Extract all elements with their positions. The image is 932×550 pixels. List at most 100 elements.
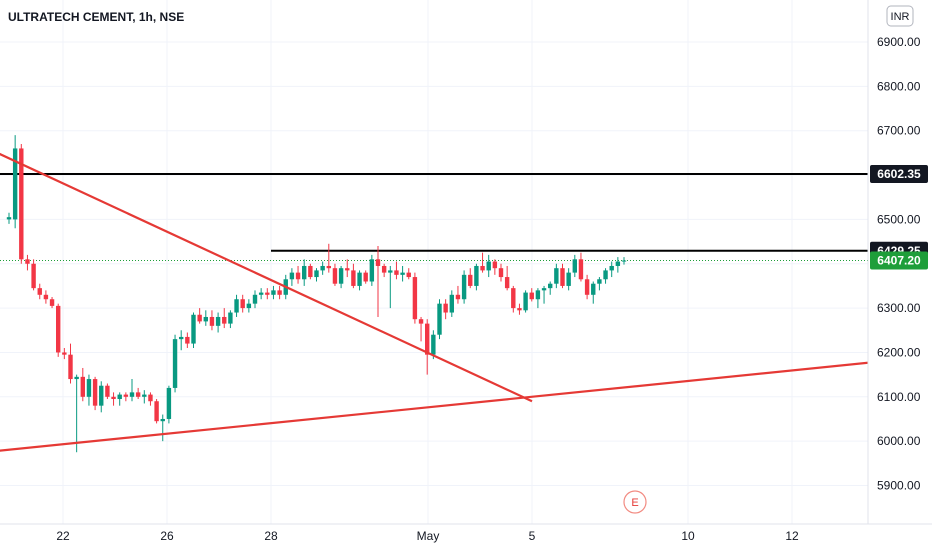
candle-body bbox=[228, 312, 233, 324]
candle-body bbox=[191, 314, 196, 344]
candle-body bbox=[295, 272, 301, 280]
price-tick-label: 6500.00 bbox=[877, 212, 921, 226]
price-tag-label: 6602.35 bbox=[877, 167, 921, 181]
candle-body bbox=[49, 299, 55, 306]
price-tick-label: 6800.00 bbox=[877, 79, 921, 93]
time-tick-label: 10 bbox=[681, 529, 695, 543]
candle-body bbox=[394, 270, 399, 275]
candle-body bbox=[523, 292, 528, 311]
candle-body bbox=[252, 294, 258, 304]
candle-body bbox=[591, 283, 596, 295]
price-tick-label: 6300.00 bbox=[877, 301, 921, 315]
candle-body bbox=[338, 268, 344, 284]
candle-body bbox=[271, 290, 276, 295]
candle-body bbox=[406, 272, 411, 278]
trendline-descending[interactable] bbox=[0, 126, 533, 403]
candle-body bbox=[388, 270, 393, 273]
candle-body bbox=[584, 279, 590, 295]
candle-body bbox=[240, 299, 245, 309]
price-tick-label: 6200.00 bbox=[877, 345, 921, 359]
time-tick-label: 5 bbox=[529, 529, 536, 543]
candle-body bbox=[621, 260, 627, 262]
trendlines[interactable] bbox=[0, 126, 932, 456]
candle-body bbox=[449, 294, 454, 313]
candle-body bbox=[86, 379, 92, 397]
candle-body bbox=[289, 272, 295, 280]
candle-body bbox=[308, 265, 313, 278]
earnings-marker[interactable]: E bbox=[623, 490, 647, 514]
candle-body bbox=[425, 323, 430, 355]
candles bbox=[6, 135, 627, 453]
currency-badge[interactable]: INR bbox=[886, 5, 914, 27]
earnings-icon[interactable] bbox=[623, 490, 647, 514]
price-tick-label: 6000.00 bbox=[877, 434, 921, 448]
candle-body bbox=[56, 305, 61, 353]
trendline-ascending[interactable] bbox=[0, 355, 932, 457]
time-tick-label: 28 bbox=[264, 529, 278, 543]
candle-body bbox=[197, 314, 202, 322]
candle-body bbox=[541, 288, 547, 291]
candle-body bbox=[222, 316, 227, 324]
price-tag-label: 6407.20 bbox=[877, 254, 921, 268]
candle-body bbox=[6, 217, 12, 220]
candle-body bbox=[461, 274, 467, 300]
candle-body bbox=[25, 259, 30, 264]
earnings-label: E bbox=[631, 497, 638, 509]
time-tick-label: 12 bbox=[785, 529, 799, 543]
candle-body bbox=[99, 385, 104, 406]
candle-body bbox=[560, 268, 565, 286]
candle-body bbox=[474, 265, 479, 286]
candle-body bbox=[609, 265, 614, 271]
price-tick-label: 5900.00 bbox=[877, 479, 921, 493]
candle-body bbox=[12, 148, 18, 220]
candle-body bbox=[215, 316, 221, 326]
candle-body bbox=[437, 303, 442, 335]
candle-body bbox=[603, 270, 608, 280]
time-axis-ticks[interactable]: 22 26 28 May 5 10 12 bbox=[56, 529, 799, 543]
candle-body bbox=[504, 277, 510, 289]
candle-body bbox=[535, 290, 541, 300]
candle-body bbox=[572, 259, 577, 273]
candle-body bbox=[326, 265, 331, 269]
candle-body bbox=[431, 334, 436, 355]
candle-body bbox=[548, 283, 553, 289]
candle-body bbox=[480, 265, 485, 271]
candle-body bbox=[302, 265, 307, 280]
candle-body bbox=[412, 277, 418, 320]
candle-body bbox=[320, 265, 325, 271]
candle-body bbox=[166, 387, 172, 419]
candle-body bbox=[135, 392, 141, 397]
price-tick-label: 6700.00 bbox=[877, 124, 921, 138]
candle-body bbox=[363, 272, 368, 282]
chart-title: ULTRATECH CEMENT, 1h, NSE bbox=[8, 10, 184, 24]
candle-body bbox=[105, 385, 110, 397]
candle-body bbox=[123, 394, 129, 397]
candle-body bbox=[111, 396, 116, 400]
candle-body bbox=[148, 394, 153, 402]
candle-body bbox=[19, 148, 24, 260]
candle-body bbox=[80, 376, 85, 397]
price-tag-box bbox=[870, 165, 928, 184]
price-tag-box bbox=[870, 251, 928, 270]
time-tick-label: 26 bbox=[160, 529, 174, 543]
candle-body bbox=[185, 336, 190, 344]
candle-body bbox=[37, 288, 42, 295]
candle-body bbox=[400, 272, 405, 275]
candle-body bbox=[142, 394, 147, 397]
candle-body bbox=[566, 272, 571, 286]
candle-body bbox=[314, 270, 319, 278]
candle-body bbox=[455, 294, 461, 300]
candle-body bbox=[486, 261, 491, 271]
candle-body bbox=[554, 268, 559, 284]
candle-body bbox=[172, 339, 178, 388]
candle-body bbox=[578, 259, 584, 280]
candle-body bbox=[381, 265, 387, 273]
candle-body bbox=[492, 261, 498, 269]
candle-body bbox=[375, 259, 381, 266]
currency-label: INR bbox=[891, 11, 910, 23]
candle-body bbox=[529, 292, 534, 300]
candle-body bbox=[468, 274, 473, 286]
candle-body bbox=[615, 261, 621, 266]
price-tick-label: 6900.00 bbox=[877, 35, 921, 49]
